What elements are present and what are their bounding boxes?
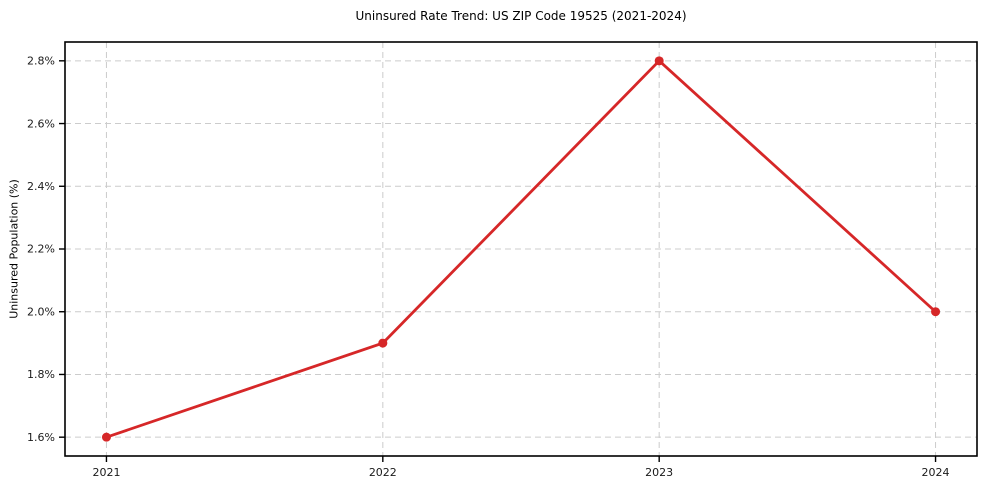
y-tick-label: 2.6%	[27, 117, 55, 130]
y-tick-label: 2.8%	[27, 55, 55, 68]
x-tick-label: 2022	[369, 466, 397, 479]
data-point	[101, 432, 111, 442]
y-tick-label: 2.4%	[27, 180, 55, 193]
data-point	[654, 56, 664, 66]
data-point	[378, 338, 388, 348]
y-tick-label: 1.6%	[27, 431, 55, 444]
x-tick-label: 2023	[645, 466, 673, 479]
x-tick-label: 2024	[922, 466, 950, 479]
y-tick-label: 1.8%	[27, 368, 55, 381]
y-tick-label: 2.0%	[27, 305, 55, 318]
data-point	[931, 307, 941, 317]
x-tick-label: 2021	[92, 466, 120, 479]
y-tick-label: 2.2%	[27, 243, 55, 256]
trend-line	[105, 59, 937, 439]
chart-title: Uninsured Rate Trend: US ZIP Code 19525 …	[355, 9, 687, 23]
